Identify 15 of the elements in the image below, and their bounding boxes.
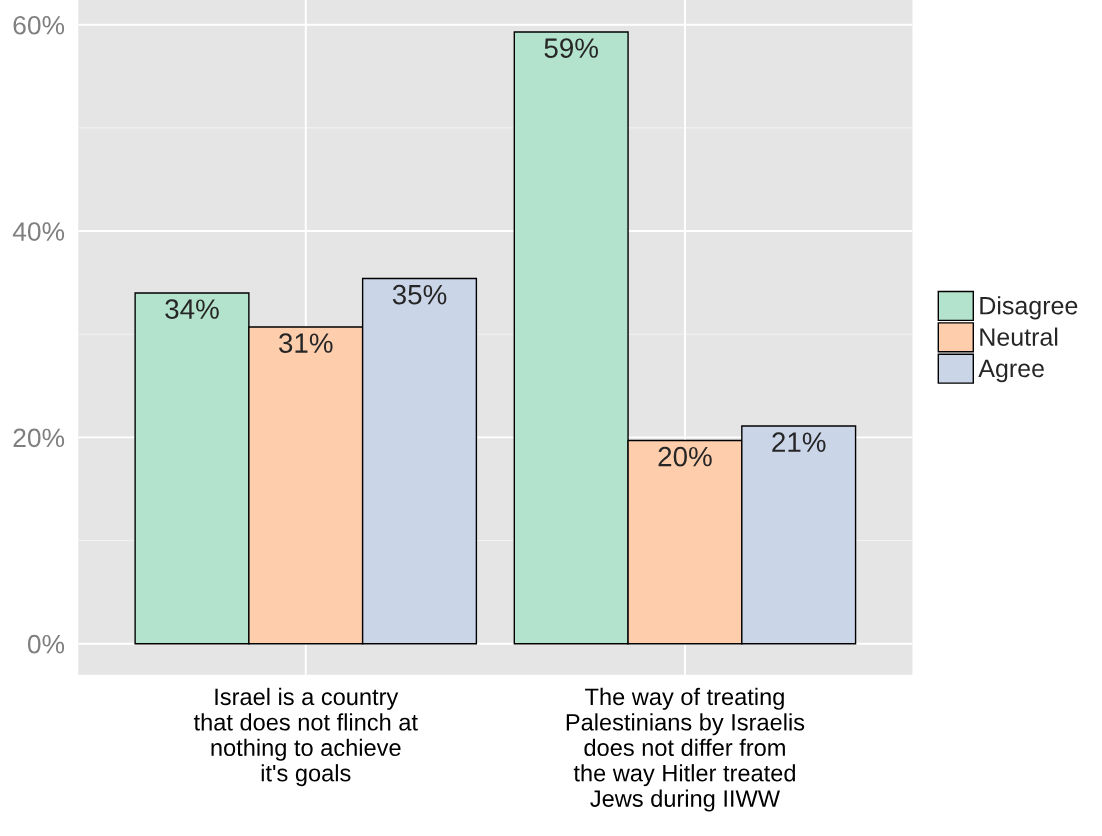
data-label: 20% (658, 446, 712, 467)
data-label: 34% (165, 299, 219, 319)
y-tick-label: 0% (27, 634, 65, 654)
data-label: 59% (544, 38, 598, 58)
legend-label: Agree (978, 359, 1044, 383)
y-tick-label: 40% (12, 222, 65, 241)
legend-label: Neutral (980, 327, 1058, 346)
data-label: 31% (279, 333, 333, 353)
x-tick-label: The way of treating Palestinians by Israelis does not differ from the way Hitler treated Jews during IIWW (566, 687, 805, 812)
y-tick-label: 20% (13, 428, 65, 448)
legend-label: Disagree (980, 296, 1078, 320)
x-tick-label: Israel is a country that does not flinch at nothing to achieve it's goals (193, 687, 418, 787)
data-label: 35% (392, 284, 447, 305)
y-tick-label: 60% (13, 15, 65, 35)
data-label: 21% (772, 432, 826, 452)
